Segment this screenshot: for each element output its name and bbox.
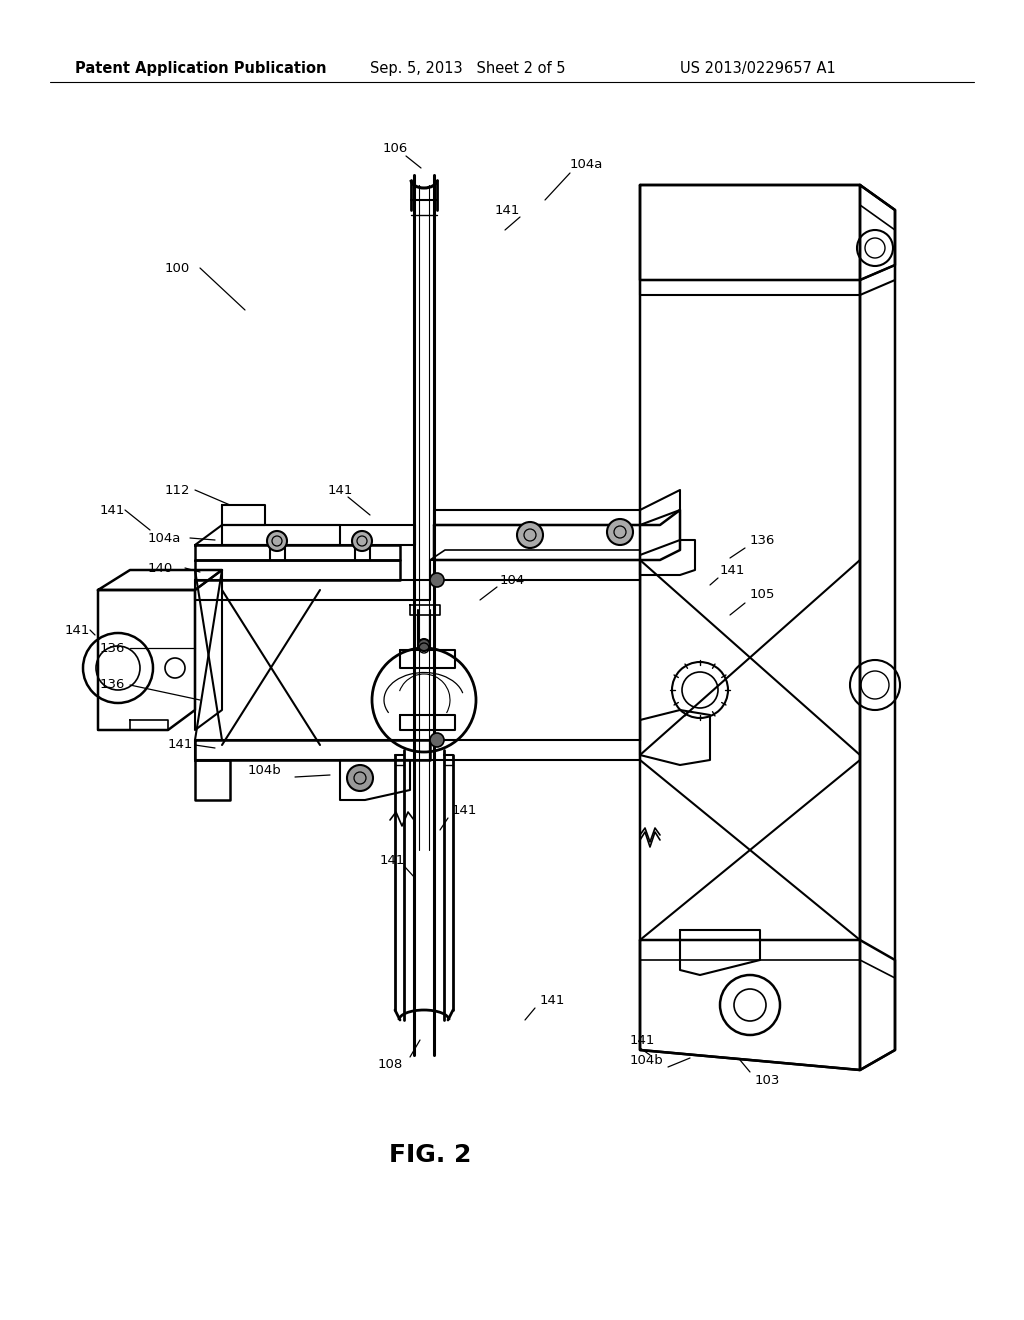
Text: 141: 141 xyxy=(720,564,745,577)
Circle shape xyxy=(517,521,543,548)
Text: 103: 103 xyxy=(755,1073,780,1086)
Text: US 2013/0229657 A1: US 2013/0229657 A1 xyxy=(680,61,836,75)
Circle shape xyxy=(418,639,430,651)
Text: 141: 141 xyxy=(495,203,520,216)
Text: 105: 105 xyxy=(750,589,775,602)
Circle shape xyxy=(352,531,372,550)
Text: 136: 136 xyxy=(750,533,775,546)
Text: 104a: 104a xyxy=(570,158,603,172)
Text: 140: 140 xyxy=(148,561,173,574)
Text: 108: 108 xyxy=(378,1059,402,1072)
Text: 136: 136 xyxy=(100,642,125,655)
Text: 141: 141 xyxy=(65,623,90,636)
Text: 141: 141 xyxy=(630,1034,655,1047)
Text: 141: 141 xyxy=(452,804,477,817)
Text: 141: 141 xyxy=(168,738,194,751)
Text: 141: 141 xyxy=(100,503,125,516)
Text: Patent Application Publication: Patent Application Publication xyxy=(75,61,327,75)
Text: 136: 136 xyxy=(100,678,125,692)
Circle shape xyxy=(607,519,633,545)
Text: 141: 141 xyxy=(540,994,565,1006)
Text: 106: 106 xyxy=(382,141,408,154)
Circle shape xyxy=(430,733,444,747)
Text: FIG. 2: FIG. 2 xyxy=(389,1143,471,1167)
Text: 104b: 104b xyxy=(248,763,282,776)
Text: Sep. 5, 2013   Sheet 2 of 5: Sep. 5, 2013 Sheet 2 of 5 xyxy=(370,61,565,75)
Text: 104: 104 xyxy=(500,573,525,586)
Circle shape xyxy=(430,573,444,587)
Text: 141: 141 xyxy=(380,854,406,866)
Text: 100: 100 xyxy=(165,261,190,275)
Text: 104b: 104b xyxy=(630,1053,664,1067)
Text: 104a: 104a xyxy=(148,532,181,544)
Circle shape xyxy=(267,531,287,550)
Text: 112: 112 xyxy=(165,483,190,496)
Text: 141: 141 xyxy=(328,483,353,496)
Circle shape xyxy=(347,766,373,791)
